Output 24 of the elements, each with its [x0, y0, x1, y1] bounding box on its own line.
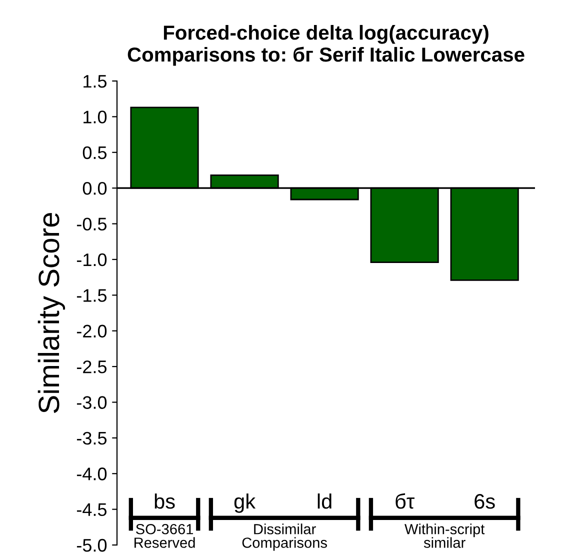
chart-title: Forced-choice delta log(accuracy) Comparisons to: бг Serif Italic Lowercase [128, 24, 524, 66]
y-tick-label: 1.0 [84, 110, 107, 124]
x-tick-label: 6s [474, 494, 495, 509]
annotation: SO-3661 Reserved [134, 524, 195, 548]
y-tick-label: 0.5 [82, 146, 107, 160]
y-tick-label: 1.5 [84, 75, 107, 88]
y-tick-label: -2.5 [76, 360, 107, 374]
y-tick-label: -2.0 [76, 324, 107, 338]
y-tick-label: -4.0 [76, 468, 107, 480]
y-tick-label: -1.0 [76, 253, 107, 266]
x-tick-label: бτ [396, 493, 414, 509]
y-tick-label: 0.0 [82, 182, 107, 195]
x-tick-label: gk [234, 493, 256, 513]
y-tick-label: -0.5 [76, 218, 107, 230]
y-tick-label: -4.5 [76, 503, 107, 516]
y-tick-label: -5.0 [76, 538, 107, 552]
x-tick-label: ld [318, 493, 332, 509]
y-tick-label: -3.0 [76, 396, 107, 409]
x-tick-label: bs [154, 493, 175, 509]
y-tick-label: -1.5 [76, 289, 107, 302]
annotation: Within-script similar [404, 524, 485, 548]
y-axis-title: Similarity Score [38, 213, 66, 413]
y-tick-label: -3.5 [76, 432, 107, 445]
annotation: Dissimilar Comparisons [242, 524, 327, 551]
